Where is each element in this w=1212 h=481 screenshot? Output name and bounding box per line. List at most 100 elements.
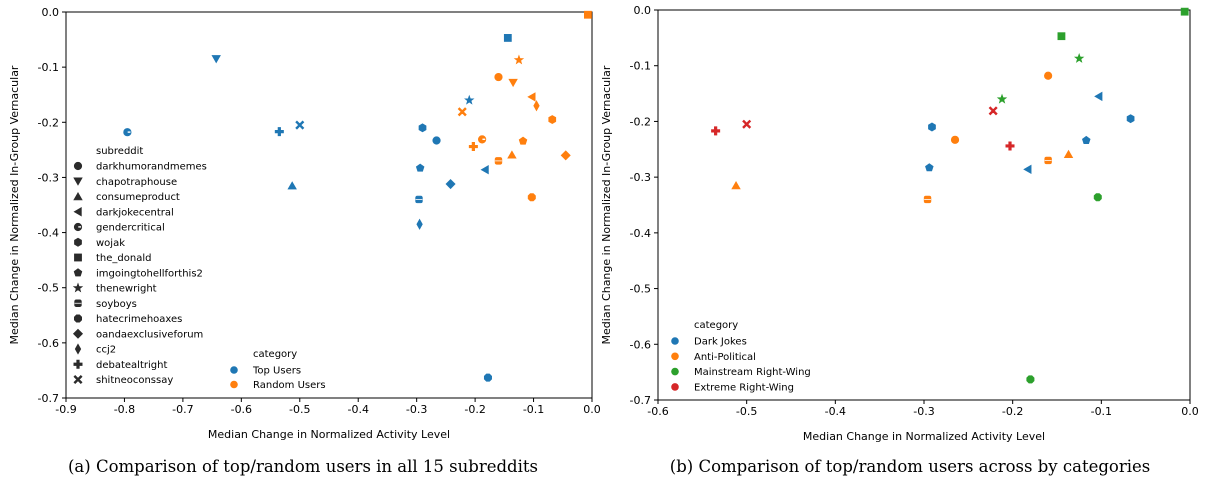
y-tick-label: -0.7 (38, 392, 59, 405)
x-tick-label: -0.3 (406, 403, 427, 416)
legend-subreddit-item: consumeproduct (96, 192, 180, 203)
data-point (560, 150, 571, 161)
legend-category-title: category (253, 349, 297, 360)
data-point (928, 122, 936, 132)
legend-marker (73, 177, 83, 186)
chart-a: -0.9 -0.8 -0.7 -0.6 -0.5 -0.4 -0.3 -0.2 -0.1 0.0 0… (8, 6, 601, 441)
data-point (415, 163, 425, 172)
y-tick-label: -0.5 (38, 282, 59, 295)
data-point (533, 100, 540, 112)
plot-frame-a (65, 11, 593, 399)
data-point (950, 135, 960, 144)
data-point (457, 107, 467, 117)
data-point (1026, 375, 1035, 384)
x-tick-label: -0.2 (464, 403, 485, 416)
data-point (527, 193, 536, 202)
y-tick-label: -0.1 (630, 60, 651, 73)
data-point (211, 55, 221, 64)
y-tick-label: -0.4 (38, 227, 59, 240)
y-tick-label: -0.2 (38, 116, 59, 129)
legend-category-title: category (694, 320, 738, 331)
y-axis-label: Median Change in Normalized In-Group Ver… (600, 65, 613, 344)
legend-marker (230, 380, 238, 389)
y-tick-label: -0.7 (630, 394, 651, 407)
data-point (483, 373, 492, 382)
data-point (1082, 135, 1091, 144)
data-point (988, 106, 998, 116)
legend-marker (73, 268, 83, 277)
legend-marker (230, 366, 238, 374)
legend-subreddit-item: soyboys (96, 299, 137, 310)
data-point (923, 195, 932, 204)
data-point (468, 142, 478, 152)
data-point (274, 127, 284, 137)
legend-marker (74, 299, 82, 307)
data-point (742, 119, 752, 129)
data-point (507, 150, 517, 159)
y-tick-label: -0.4 (630, 227, 651, 240)
data-point (415, 195, 423, 204)
legend-subreddit-item: shitneoconssay (96, 375, 173, 386)
x-axis-label: Median Change in Normalized Activity Lev… (803, 430, 1045, 443)
data-point (1044, 156, 1052, 165)
data-point (123, 128, 132, 137)
legend-marker (671, 383, 679, 391)
data-point (1023, 164, 1032, 175)
data-point (1057, 32, 1066, 41)
legend-marker (73, 222, 83, 232)
legend-marker (74, 343, 82, 355)
x-tick-label: -0.5 (289, 403, 310, 416)
data-point (478, 135, 487, 144)
legend-marker (74, 237, 82, 247)
data-point (1073, 52, 1085, 63)
data-point (1094, 91, 1103, 102)
chart-b: -0.6 -0.5 -0.4 -0.3 -0.2 -0.1 0.0 0.0 -0.1 -0.2 -0… (600, 4, 1199, 443)
y-tick-label: 0.0 (634, 4, 652, 17)
legend-subreddit: subreddit darkhumorandmemes chapotraphouse… (72, 146, 207, 386)
legend-marker (73, 359, 83, 369)
x-tick-label: -0.4 (825, 405, 846, 418)
data-point (548, 115, 557, 124)
x-axis-label: Median Change in Normalized Activity Lev… (208, 428, 450, 441)
data-point (513, 54, 525, 65)
legend-marker (73, 161, 83, 171)
legend-marker (671, 352, 679, 361)
legend-subreddit-item: imgoingtohellforthis2 (96, 268, 203, 279)
legend-marker (72, 282, 84, 293)
legend-marker (671, 367, 679, 376)
data-point (503, 34, 512, 42)
data-point (527, 92, 536, 102)
legend-subreddit-item: hatecrimehoaxes (96, 314, 182, 325)
legend-marker (73, 191, 83, 201)
legend-subreddit-item: the_donald (96, 253, 151, 264)
x-tick-label: -0.6 (231, 403, 252, 416)
data-point (1126, 114, 1135, 124)
data-point (432, 136, 441, 145)
caption-b: (b) Comparison of top/random users acros… (670, 457, 1150, 476)
y-tick-label: -0.5 (630, 283, 651, 296)
legend-marker (671, 337, 679, 345)
x-tick-label: -0.3 (913, 405, 934, 418)
data-point (1005, 141, 1015, 151)
data-point (416, 218, 423, 230)
legend-marker (72, 328, 84, 339)
x-tick-label: -0.5 (736, 405, 757, 418)
data-point (925, 163, 934, 172)
y-tick-label: -0.2 (630, 115, 651, 128)
y-tick-label: 0.0 (42, 6, 60, 19)
legend-category-a: category Top Users Random Users (230, 349, 326, 391)
data-point (584, 10, 592, 19)
data-point (464, 94, 475, 105)
legend-category-item: Extreme Right-Wing (694, 382, 794, 393)
data-point (711, 126, 721, 136)
y-axis-label: Median Change in Normalized In-Group Ver… (8, 65, 21, 344)
legend-subreddit-item: debatealtright (96, 360, 167, 371)
x-tick-label: -0.1 (523, 403, 544, 416)
data-point (494, 72, 503, 82)
legend-category-item: Top Users (252, 366, 301, 377)
legend-subreddit-item: gendercritical (96, 223, 165, 234)
data-point (508, 78, 518, 88)
x-tick-label: 0.0 (1181, 405, 1199, 418)
x-tick-label: -0.6 (647, 405, 668, 418)
